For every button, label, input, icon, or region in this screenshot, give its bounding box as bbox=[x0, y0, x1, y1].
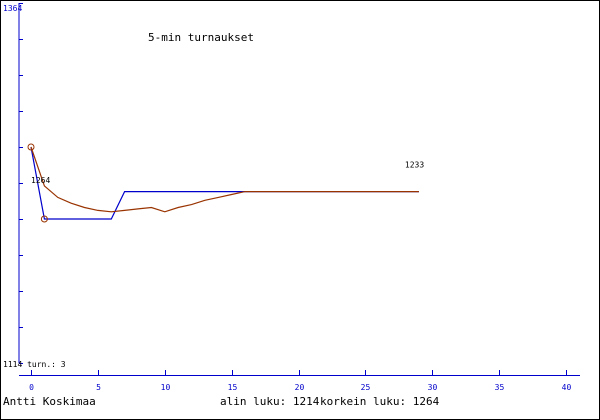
y-top-label: 1364 bbox=[3, 4, 22, 13]
value-annotation: 1264 bbox=[31, 176, 50, 185]
chart-title: 5-min turnaukset bbox=[148, 31, 254, 44]
x-tick-label: 10 bbox=[161, 383, 171, 392]
value-annotation: 1233 bbox=[405, 161, 424, 170]
x-tick-label: 25 bbox=[361, 383, 371, 392]
x-tick-label: 0 bbox=[29, 383, 34, 392]
x-tick-label: 35 bbox=[495, 383, 505, 392]
point-marker bbox=[27, 143, 35, 151]
series-line-2 bbox=[30, 146, 419, 213]
author-name: Antti Koskimaa bbox=[3, 395, 96, 408]
x-tick-label: 30 bbox=[428, 383, 438, 392]
point-marker bbox=[40, 215, 48, 223]
max-value-label: korkein luku: 1264 bbox=[320, 395, 440, 408]
x-tick-label: 40 bbox=[562, 383, 572, 392]
min-value-label: alin luku: 1214 bbox=[220, 395, 320, 408]
x-tick-label: 15 bbox=[228, 383, 238, 392]
x-tick-label: 5 bbox=[96, 383, 101, 392]
x-tick-label: 20 bbox=[295, 383, 305, 392]
bottom-left-text: 1114 turn.: 3 bbox=[3, 360, 66, 369]
